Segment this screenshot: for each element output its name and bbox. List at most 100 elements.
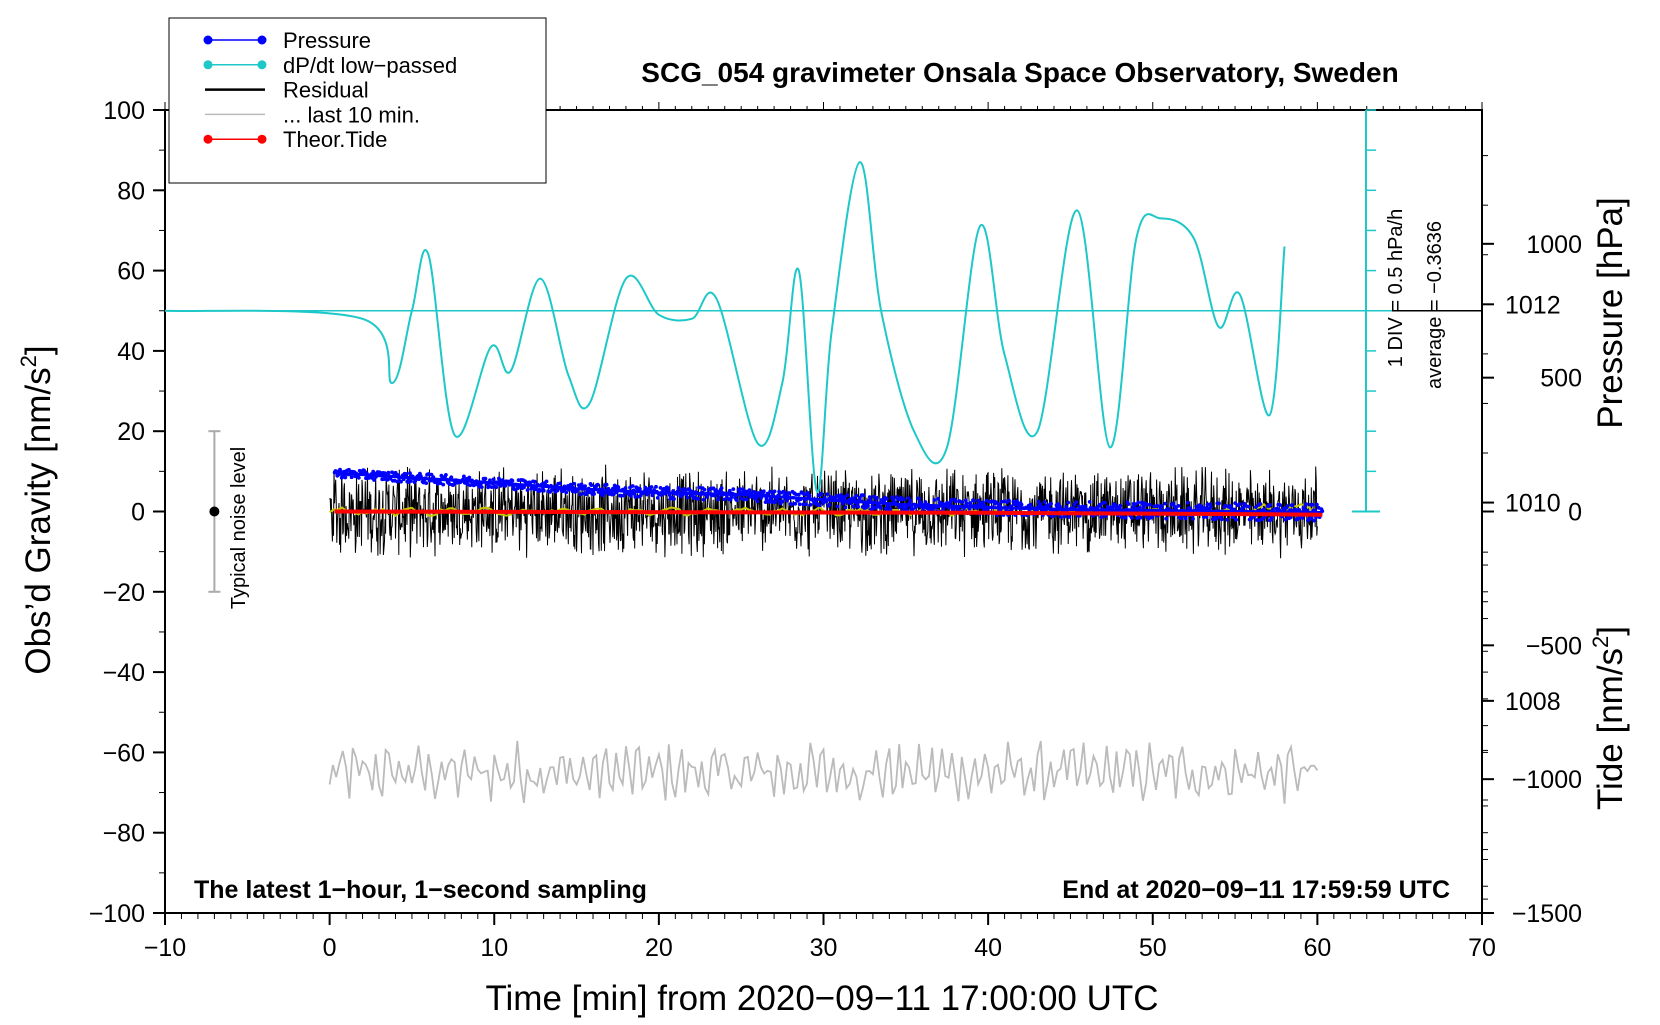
- pressure-point: [1304, 502, 1309, 506]
- pressure-point: [1118, 503, 1123, 508]
- x-tick-label: 10: [480, 934, 508, 962]
- pressure-point: [372, 478, 376, 482]
- pressure-point: [343, 475, 348, 480]
- pressure-point: [633, 495, 638, 499]
- pressure-point: [843, 505, 848, 510]
- pressure-point: [801, 502, 806, 507]
- pressure-point: [1133, 502, 1138, 507]
- pressure-point: [568, 482, 573, 487]
- pressure-point: [738, 487, 743, 491]
- pressure-point: [972, 498, 976, 503]
- pressure-point: [1148, 502, 1152, 507]
- pressure-point: [494, 485, 499, 490]
- x-tick-label: 70: [1468, 934, 1496, 962]
- tide-tick-label: 0: [1568, 499, 1582, 527]
- pressure-point: [796, 492, 801, 497]
- pressure-point: [1103, 500, 1107, 505]
- pressure-point: [462, 474, 466, 479]
- pressure-point: [851, 504, 856, 509]
- pressure-point: [1087, 500, 1092, 504]
- pressure-point: [395, 479, 400, 484]
- pressure-point: [1185, 500, 1190, 505]
- pressure-point: [444, 473, 448, 477]
- pressure-point: [491, 477, 496, 482]
- pressure-point: [861, 493, 866, 498]
- legend-label: Theor.Tide: [283, 127, 387, 152]
- pressure-point: [856, 504, 860, 509]
- pressure-point: [845, 493, 850, 498]
- tide-tick-label: −500: [1526, 632, 1582, 660]
- pressure-point: [835, 504, 840, 509]
- tide-tick-label: 1000: [1526, 231, 1582, 259]
- pressure-point: [601, 493, 605, 498]
- pressure-point: [654, 484, 658, 489]
- y-tick-label: 100: [103, 97, 145, 125]
- pressure-point: [1203, 506, 1208, 511]
- pressure-point: [696, 497, 701, 501]
- pressure-point: [1074, 500, 1079, 504]
- pressure-point: [697, 485, 701, 490]
- pressure-point: [768, 489, 772, 494]
- pressure-point: [1183, 516, 1188, 521]
- pressure-point: [797, 502, 802, 507]
- pressure-point: [449, 475, 454, 480]
- pressure-point: [805, 491, 810, 495]
- pressure-point: [1064, 504, 1069, 509]
- sampling-note: The latest 1−hour, 1−second sampling: [194, 876, 647, 904]
- pressure-point: [705, 495, 710, 499]
- pressure-point: [773, 500, 778, 504]
- pressure-point: [672, 497, 676, 501]
- pressure-point: [858, 495, 862, 500]
- pressure-point: [399, 479, 403, 484]
- y-tick-label: 60: [117, 258, 145, 286]
- pressure-point: [1290, 503, 1295, 508]
- pressure-point: [1058, 504, 1062, 509]
- legend-swatch-marker: [257, 35, 267, 45]
- pressure-point: [1310, 502, 1315, 507]
- pressure-point: [1270, 515, 1274, 520]
- pressure-point: [1201, 515, 1206, 519]
- pressure-point: [888, 507, 893, 512]
- pressure-point: [541, 488, 546, 493]
- tide-tick-label: −1000: [1512, 766, 1582, 794]
- noise-bar-center: [209, 506, 220, 517]
- x-tick-label: 0: [323, 934, 337, 962]
- pressure-point: [468, 483, 473, 488]
- pressure-point: [1163, 501, 1168, 506]
- pressure-point: [734, 498, 739, 503]
- pressure-point: [685, 495, 690, 500]
- pressure-point: [717, 495, 721, 500]
- y-tick-label: −100: [89, 900, 145, 928]
- pressure-point: [765, 491, 770, 496]
- pressure-point: [578, 492, 583, 496]
- pressure-point: [701, 497, 706, 502]
- y-tick-label: −20: [103, 579, 145, 607]
- pressure-point: [1205, 502, 1210, 507]
- pressure-point: [408, 471, 412, 475]
- x-tick-label: 20: [645, 934, 673, 962]
- pressure-point: [533, 487, 538, 492]
- pressure-point: [1174, 506, 1178, 510]
- dpdt-scale-bar: [1352, 109, 1482, 513]
- pressure-point: [638, 487, 642, 491]
- pressure-trend: [334, 471, 1323, 514]
- pressure-point: [1130, 505, 1135, 510]
- y-axis-left-title: Obs’d Gravity [nm/s2]: [16, 345, 58, 674]
- pressure-point: [666, 486, 671, 491]
- pressure-point: [621, 493, 626, 498]
- pressure-point: [964, 501, 969, 506]
- y-tick-label: 80: [117, 177, 145, 205]
- pressure-point: [589, 483, 594, 488]
- pressure-point: [1283, 517, 1288, 522]
- y-tick-label: −80: [103, 820, 145, 848]
- pressure-point: [742, 497, 746, 502]
- dpdt-scale-label: 1 DIV = 0.5 hPa/h: [1385, 209, 1407, 367]
- pressure-tick-label: 1008: [1505, 688, 1561, 716]
- pressure-point: [761, 489, 766, 494]
- y-tick-label: 20: [117, 418, 145, 446]
- series-layer: [164, 161, 1366, 804]
- pressure-point: [1188, 506, 1193, 510]
- pressure-point: [564, 490, 569, 495]
- pressure-point: [1164, 516, 1168, 521]
